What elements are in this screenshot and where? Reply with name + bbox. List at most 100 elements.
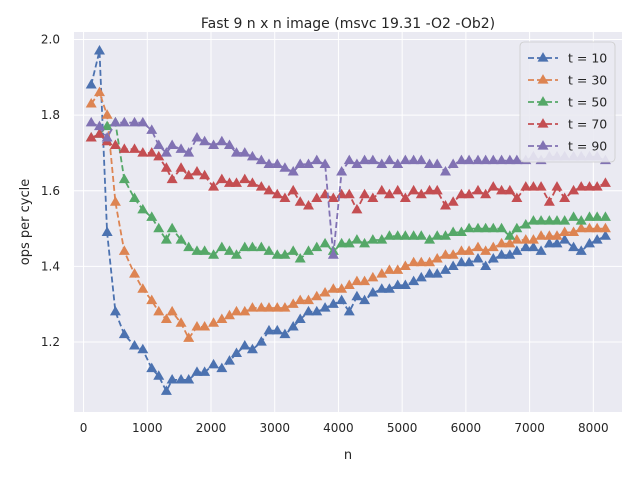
- data-point: [199, 135, 211, 146]
- legend-label: t = 10: [568, 51, 607, 66]
- data-point: [175, 317, 187, 327]
- data-point: [137, 203, 149, 214]
- data-point: [160, 234, 172, 244]
- data-point: [543, 230, 555, 240]
- data-point: [287, 321, 299, 331]
- data-point: [543, 196, 555, 206]
- legend-item: t = 30: [528, 73, 607, 88]
- data-point: [447, 249, 459, 259]
- series-1: [85, 45, 611, 395]
- data-point: [535, 181, 547, 191]
- data-point: [216, 241, 228, 252]
- data-point: [408, 184, 420, 195]
- data-point: [424, 256, 436, 267]
- data-point: [311, 305, 323, 316]
- data-point: [496, 237, 508, 248]
- legend-label: t = 90: [568, 139, 607, 154]
- data-point: [472, 154, 484, 165]
- data-point: [336, 283, 348, 293]
- data-point: [191, 321, 203, 331]
- data-point: [535, 215, 547, 225]
- data-point: [511, 154, 523, 165]
- data-point: [487, 252, 499, 263]
- data-point: [487, 154, 499, 165]
- data-point: [399, 260, 411, 271]
- data-point: [153, 139, 165, 150]
- data-point: [319, 158, 331, 168]
- data-point: [439, 249, 451, 259]
- data-point: [129, 268, 141, 278]
- data-point: [359, 188, 371, 199]
- series-layer: [85, 45, 611, 395]
- data-point: [208, 317, 220, 327]
- data-point: [591, 222, 603, 233]
- series-line: [90, 121, 606, 261]
- data-point: [239, 147, 251, 157]
- data-point: [109, 196, 121, 206]
- data-point: [439, 230, 451, 240]
- data-point: [109, 305, 121, 316]
- data-point: [383, 188, 395, 199]
- data-point: [343, 154, 355, 165]
- data-point: [336, 166, 348, 176]
- data-point: [109, 116, 121, 127]
- data-point: [575, 245, 587, 255]
- data-point: [367, 234, 379, 244]
- data-point: [183, 147, 195, 157]
- data-point: [160, 147, 172, 157]
- data-point: [85, 131, 97, 142]
- data-point: [520, 234, 532, 244]
- data-point: [294, 158, 306, 168]
- data-point: [351, 158, 363, 168]
- data-point: [431, 230, 443, 240]
- data-point: [472, 252, 484, 263]
- data-point: [367, 287, 379, 297]
- data-point: [166, 173, 178, 184]
- x-tick-label: 8000: [578, 421, 609, 435]
- data-point: [230, 305, 242, 316]
- data-point: [93, 45, 105, 55]
- data-point: [263, 184, 275, 195]
- data-point: [137, 283, 149, 293]
- data-point: [376, 268, 388, 278]
- tick-labels: 0 1000 2000 3000 4000 5000 6000 7000 8000 1.2 1.4 1…: [41, 33, 609, 435]
- data-point: [327, 249, 339, 259]
- y-tick-label: 1.6: [41, 184, 60, 198]
- data-point: [559, 215, 571, 225]
- data-point: [166, 305, 178, 316]
- data-point: [223, 309, 235, 320]
- data-point: [191, 245, 203, 255]
- data-point: [199, 321, 211, 331]
- data-point: [447, 260, 459, 271]
- data-point: [146, 124, 158, 134]
- data-point: [455, 188, 467, 199]
- data-point: [496, 184, 508, 195]
- data-point: [480, 188, 492, 199]
- data-point: [376, 158, 388, 168]
- data-point: [166, 222, 178, 233]
- data-point: [271, 188, 283, 199]
- data-point: [263, 324, 275, 335]
- data-point: [239, 305, 251, 316]
- data-point: [175, 373, 187, 384]
- data-point: [376, 283, 388, 293]
- data-point: [424, 268, 436, 278]
- data-point: [399, 279, 411, 289]
- data-point: [129, 116, 141, 127]
- data-point: [183, 373, 195, 384]
- data-point: [302, 305, 314, 316]
- data-point: [118, 173, 130, 184]
- data-point: [568, 226, 580, 237]
- data-point: [383, 264, 395, 274]
- data-point: [591, 234, 603, 244]
- x-tick-label: 7000: [514, 421, 545, 435]
- data-point: [137, 343, 149, 354]
- data-point: [439, 200, 451, 210]
- data-point: [199, 169, 211, 180]
- data-point: [584, 237, 596, 248]
- data-point: [327, 298, 339, 308]
- y-tick-label: 1.8: [41, 108, 60, 122]
- data-point: [472, 222, 484, 233]
- data-point: [392, 279, 404, 289]
- data-point: [511, 245, 523, 255]
